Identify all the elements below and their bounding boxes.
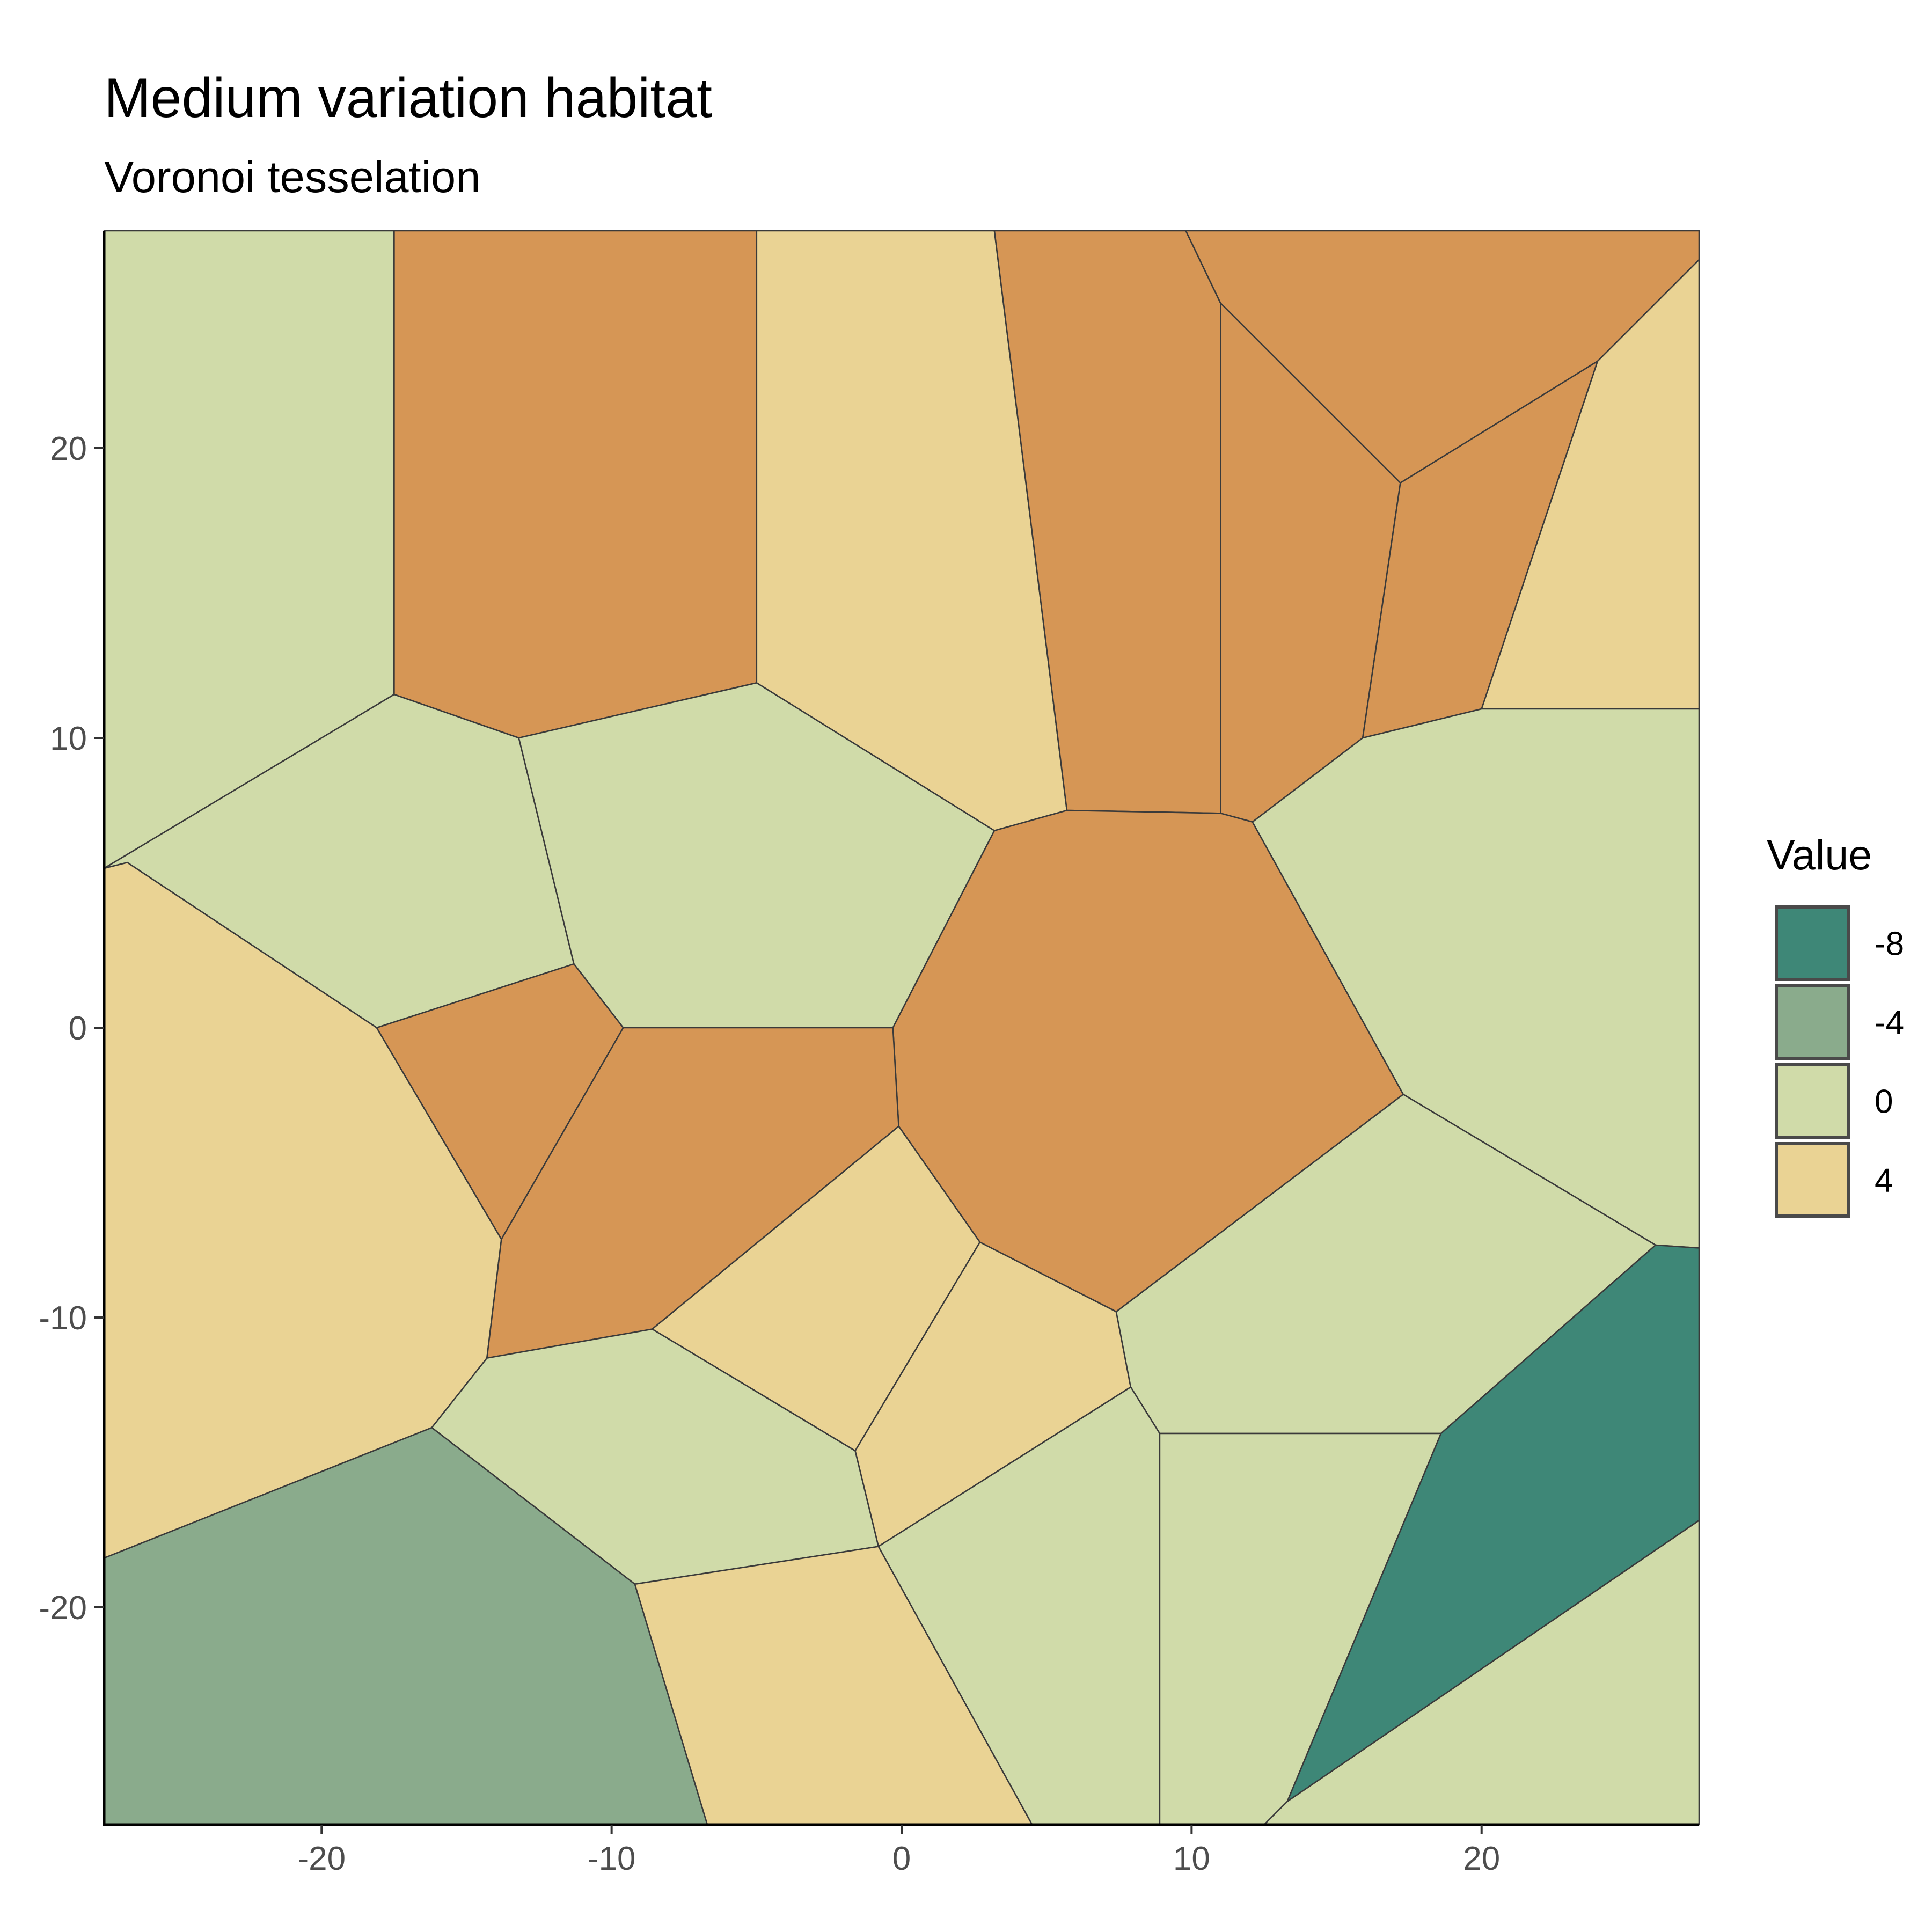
legend-key-swatch	[1775, 905, 1850, 981]
legend-title: Value	[1767, 831, 1872, 879]
legend: Value -8 -4 0 4	[1767, 831, 1904, 1218]
y-tick-label: 20	[50, 430, 87, 467]
legend-key-label: 0	[1875, 1084, 1893, 1121]
y-tick-label: -20	[39, 1590, 87, 1627]
x-tick-label: 0	[892, 1840, 911, 1877]
legend-key-swatch	[1775, 1142, 1850, 1218]
legend-key-label: -4	[1875, 1005, 1904, 1042]
voronoi-cells	[103, 230, 1700, 1826]
x-tick-label: 10	[1173, 1840, 1210, 1877]
x-tick-label: -10	[588, 1840, 636, 1877]
axes: -20 -10 0 10 20 -20 -10 0 10 20	[39, 231, 1699, 1877]
legend-key-label: 4	[1875, 1162, 1893, 1199]
x-tick-label: -20	[297, 1840, 346, 1877]
legend-key-swatch	[1775, 1063, 1850, 1139]
chart-subtitle: Voronoi tesselation	[104, 152, 480, 202]
x-tick-label: 20	[1463, 1840, 1500, 1877]
legend-key-label: -8	[1875, 926, 1904, 963]
chart-title: Medium variation habitat	[104, 67, 712, 129]
voronoi-cell-2	[393, 230, 758, 739]
voronoi-cell-22	[1286, 1244, 1700, 1803]
y-tick-label: -10	[39, 1300, 87, 1337]
y-tick-label: 10	[50, 720, 87, 757]
legend-key-swatch	[1775, 984, 1850, 1060]
y-tick-label: 0	[69, 1010, 87, 1047]
